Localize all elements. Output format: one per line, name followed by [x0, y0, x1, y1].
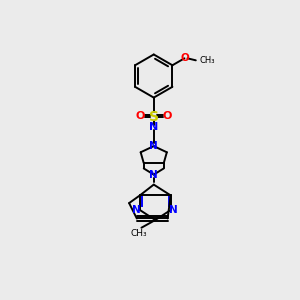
Text: N: N — [132, 205, 141, 215]
Text: N: N — [149, 122, 158, 132]
Text: O: O — [162, 111, 172, 121]
Text: O: O — [136, 111, 145, 121]
Text: N: N — [169, 205, 178, 215]
Text: S: S — [149, 110, 159, 124]
Text: CH₃: CH₃ — [200, 56, 215, 65]
Text: N: N — [149, 141, 158, 151]
Text: O: O — [180, 53, 189, 63]
Text: N: N — [149, 169, 158, 180]
Text: CH₃: CH₃ — [130, 229, 147, 238]
